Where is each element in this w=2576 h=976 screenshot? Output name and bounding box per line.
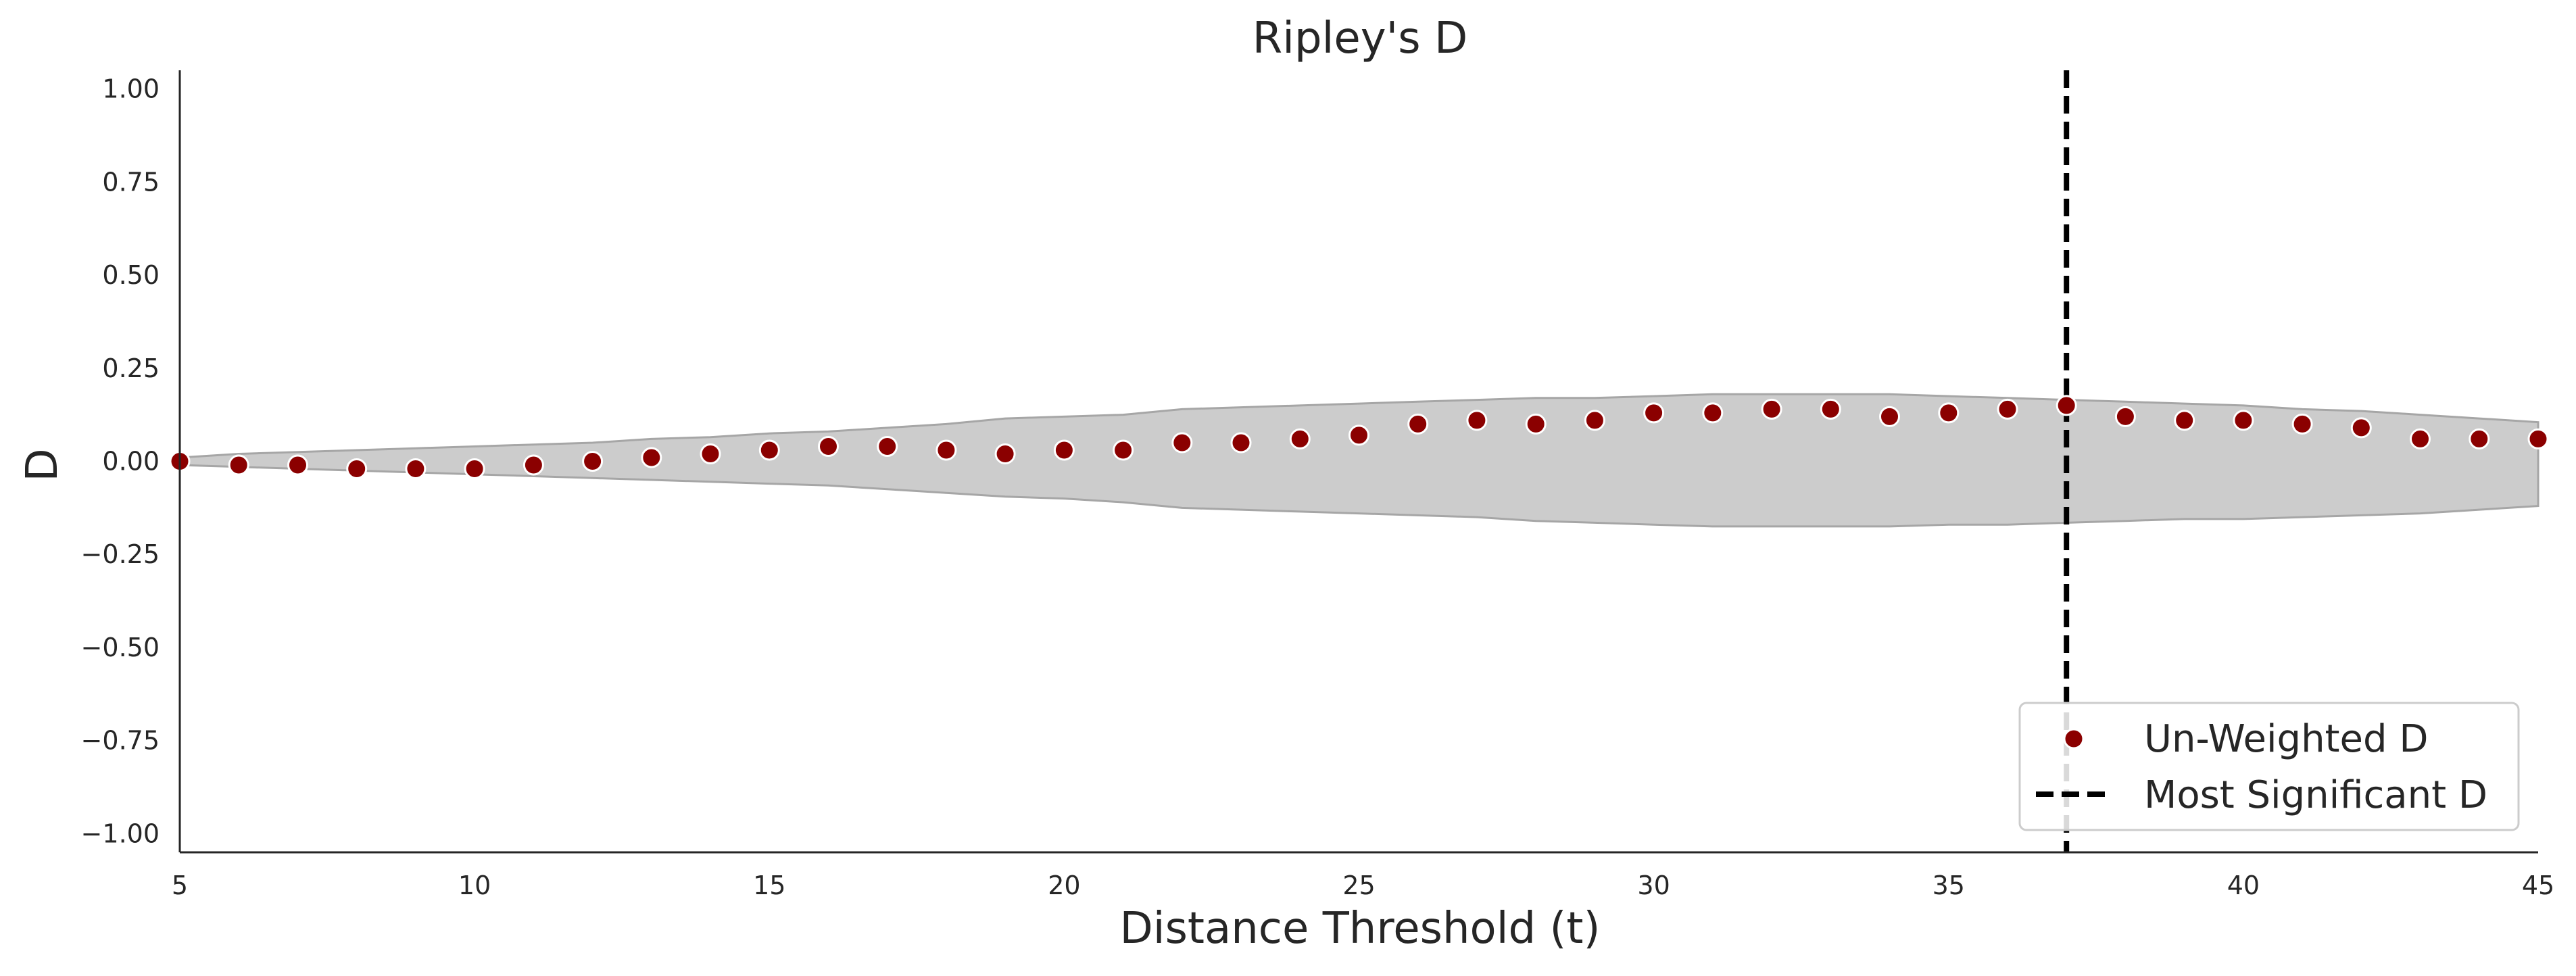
- data-point: [2174, 410, 2195, 431]
- legend-marker-unweighted-d: [2063, 728, 2085, 750]
- data-point: [1348, 424, 1369, 446]
- data-point: [641, 447, 662, 468]
- y-tick-label: 0.00: [102, 447, 160, 477]
- legend: Un-Weighted D Most Significant D: [2018, 702, 2520, 831]
- legend-frame: [2018, 702, 2520, 831]
- legend-label-most-significant-d: Most Significant D: [2144, 773, 2487, 817]
- data-point: [405, 458, 427, 479]
- data-point: [994, 443, 1016, 464]
- data-point: [1761, 398, 1782, 420]
- data-point: [2114, 406, 2136, 427]
- data-point: [1938, 402, 1960, 424]
- y-tick-label: −1.00: [81, 819, 160, 849]
- y-tick-label: 0.25: [102, 353, 160, 383]
- chart-title: Ripley's D: [1253, 14, 1467, 64]
- data-point: [1525, 413, 1547, 435]
- data-point: [2291, 413, 2313, 435]
- data-point: [2469, 428, 2490, 449]
- ticks-layer: 5 10 15 20 25 30 35 40 45 −1.00 −0.75 −0.50 −0.25 0.0…: [81, 74, 2555, 901]
- x-tick-label: 25: [1342, 871, 1375, 900]
- data-point: [1702, 402, 1724, 424]
- data-point: [1113, 439, 1134, 461]
- y-tick-label: −0.50: [81, 633, 160, 662]
- data-point: [2233, 410, 2254, 431]
- points-layer: [169, 395, 2549, 479]
- data-point: [1997, 398, 2018, 420]
- data-point: [1879, 406, 1900, 427]
- y-tick-label: 0.75: [102, 167, 160, 197]
- data-point: [464, 458, 485, 479]
- x-tick-label: 5: [172, 871, 188, 900]
- data-point: [935, 439, 957, 461]
- envelope-layer: [178, 393, 2539, 528]
- data-point: [523, 454, 544, 476]
- data-point: [700, 443, 721, 464]
- data-point: [1230, 432, 1252, 454]
- y-axis-title: D: [18, 448, 68, 481]
- data-point: [818, 436, 839, 457]
- y-tick-label: −0.25: [81, 539, 160, 569]
- data-point: [1171, 432, 1193, 454]
- x-tick-label: 35: [1933, 871, 1965, 900]
- data-point: [2056, 395, 2077, 416]
- x-tick-label: 40: [2227, 871, 2260, 900]
- data-point: [346, 458, 368, 479]
- data-point: [877, 436, 898, 457]
- data-point: [2410, 428, 2431, 449]
- x-axis-title: Distance Threshold (t): [1120, 904, 1601, 954]
- data-point: [2350, 417, 2372, 439]
- simulation-envelope: [178, 393, 2539, 528]
- data-point: [582, 451, 604, 472]
- x-tick-label: 15: [753, 871, 785, 900]
- data-point: [1053, 439, 1075, 461]
- data-point: [1820, 398, 1841, 420]
- data-point: [287, 454, 308, 476]
- data-point: [758, 439, 780, 461]
- x-tick-label: 45: [2522, 871, 2554, 900]
- x-tick-label: 20: [1048, 871, 1080, 900]
- x-tick-label: 10: [458, 871, 491, 900]
- y-tick-label: 0.50: [102, 260, 160, 290]
- y-tick-label: −0.75: [81, 726, 160, 756]
- data-point: [1407, 413, 1429, 435]
- y-tick-label: 1.00: [102, 74, 160, 104]
- data-point: [1584, 410, 1605, 431]
- data-point: [1289, 428, 1311, 449]
- data-point: [228, 454, 249, 476]
- data-point: [1643, 402, 1665, 424]
- data-point: [1466, 410, 1488, 431]
- data-point: [2527, 428, 2549, 449]
- legend-label-unweighted-d: Un-Weighted D: [2144, 717, 2428, 761]
- x-tick-label: 30: [1637, 871, 1670, 900]
- axes-layer: [178, 70, 2538, 854]
